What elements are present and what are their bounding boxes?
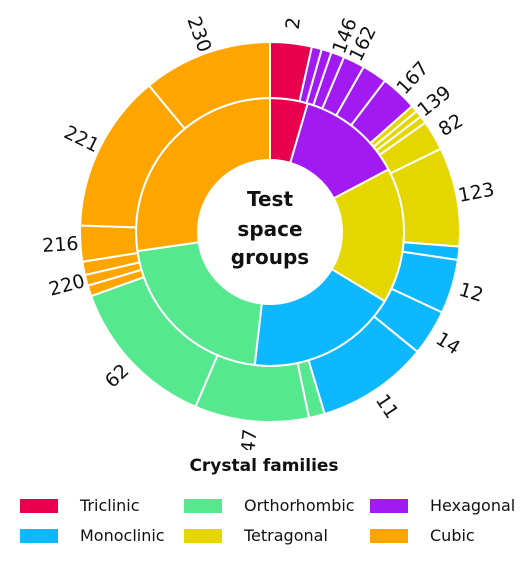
legend-item-tetragonal: Tetragonal [184, 526, 328, 545]
outer-ring [79, 40, 461, 423]
legend-title: Crystal families [189, 456, 339, 476]
legend-swatch-tetragonal [184, 528, 222, 543]
sunburst-chart: 2 146162167139821231214114762220216221230… [42, 14, 497, 450]
legend-swatch-cubic [370, 528, 408, 543]
outer-label-216: 216 [42, 233, 80, 257]
outer-label-123: 123 [456, 179, 496, 207]
outer-label-230: 230 [182, 14, 215, 56]
outer-label-2: 2 [282, 16, 305, 30]
legend-label-hexagonal: Hexagonal [430, 496, 516, 515]
center-label-line-1: Test [247, 187, 293, 211]
outer-label-62: 62 [101, 360, 134, 393]
center-label-line-2: space [237, 217, 302, 241]
legend-item-orthorhombic: Orthorhombic [184, 496, 355, 515]
legend-item-cubic: Cubic [370, 526, 475, 545]
legend-swatch-hexagonal [370, 498, 408, 513]
outer-label-14: 14 [432, 328, 464, 359]
legend-item-monoclinic: Monoclinic [20, 526, 165, 545]
outer-slice-cubic-24 [147, 40, 271, 131]
legend-label-cubic: Cubic [430, 526, 475, 545]
outer-label-47: 47 [237, 428, 261, 450]
outer-label-12: 12 [456, 279, 486, 307]
legend-label-tetragonal: Tetragonal [244, 526, 328, 545]
outer-label-11: 11 [371, 390, 403, 422]
legend-swatch-monoclinic [20, 528, 58, 543]
outer-label-221: 221 [60, 121, 102, 157]
center-label-line-3: groups [231, 245, 309, 269]
legend-item-hexagonal: Hexagonal [370, 496, 515, 515]
legend-label-monoclinic: Monoclinic [80, 526, 165, 545]
outer-label-220: 220 [47, 270, 88, 301]
legend-item-triclinic: Triclinic [20, 496, 140, 515]
outer-label-82: 82 [435, 110, 467, 141]
legend-swatch-triclinic [20, 498, 58, 513]
legend-label-triclinic: Triclinic [80, 496, 140, 515]
legend-label-orthorhombic: Orthorhombic [244, 496, 355, 515]
legend-swatch-orthorhombic [184, 498, 222, 513]
